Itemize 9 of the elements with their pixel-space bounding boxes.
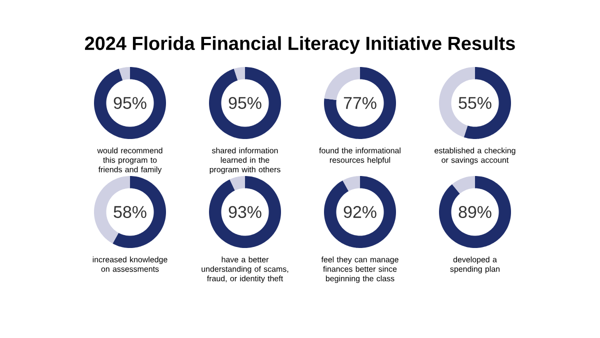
data-label: 55% [458, 97, 492, 109]
text: 2024 Florida Financial Literacy Initiative Results [85, 36, 515, 54]
data-label: 93% [228, 206, 262, 218]
data-label: 95% [114, 97, 146, 109]
data-label: 92% [344, 206, 376, 218]
data-label: 58% [114, 206, 146, 218]
data-label: 95% [228, 97, 262, 109]
data-label: 89% [458, 206, 492, 218]
data-label: 77% [344, 97, 376, 109]
